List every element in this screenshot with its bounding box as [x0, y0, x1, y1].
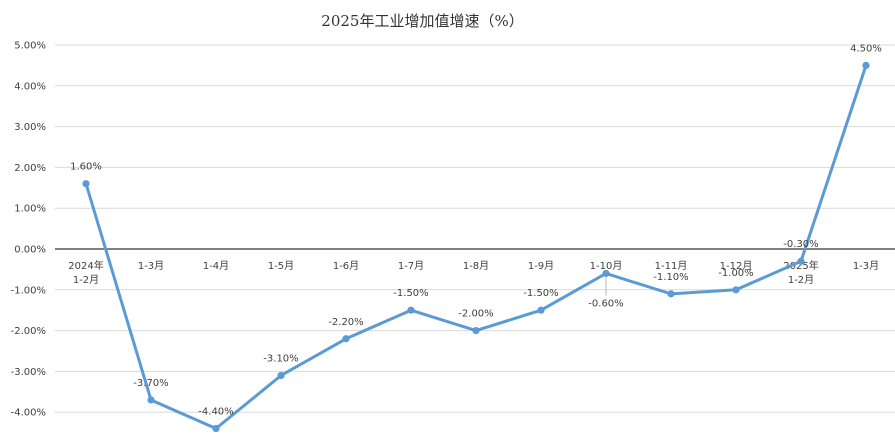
data-label: -0.30%	[783, 239, 818, 250]
data-label: -0.60%	[588, 298, 623, 309]
data-point	[147, 396, 155, 404]
data-point	[602, 269, 610, 278]
data-label: 1.60%	[70, 162, 102, 173]
data-label: -1.10%	[653, 272, 688, 283]
series-line	[84, 64, 868, 431]
data-point	[537, 306, 545, 314]
y-tick-label: -2.00%	[11, 326, 46, 337]
x-tick-label: 1-8月	[463, 260, 489, 272]
x-tick-label: 1-12月	[720, 260, 753, 272]
data-point	[342, 335, 350, 343]
data-point	[82, 180, 90, 188]
y-tick-label: -4.00%	[11, 408, 46, 419]
y-tick-label: 2.00%	[14, 163, 46, 174]
data-point	[277, 371, 285, 380]
chart-title: 2025年工业增加值增速（%）	[321, 12, 524, 30]
data-label: -2.00%	[458, 309, 493, 320]
x-tick-label: 2025年	[783, 259, 818, 272]
data-point	[732, 286, 740, 294]
x-tick-label: 1-9月	[528, 260, 554, 272]
x-tick-label: 1-6月	[333, 260, 359, 272]
x-tick-label: 1-3月	[138, 260, 164, 272]
y-tick-label: -3.00%	[11, 367, 46, 378]
data-point	[667, 290, 675, 298]
y-tick-label: 1.00%	[14, 204, 46, 215]
data-label: -1.00%	[718, 268, 753, 279]
data-point	[862, 61, 870, 69]
data-label: -3.70%	[133, 378, 168, 389]
x-tick-label: 1-3月	[853, 260, 879, 272]
data-label: -4.40%	[198, 407, 233, 418]
x-tick-label: 2024年	[68, 259, 103, 272]
x-tick-label: 1-4月	[203, 260, 229, 272]
data-point	[797, 257, 805, 265]
data-label: 4.50%	[850, 43, 882, 54]
data-point	[472, 327, 480, 335]
y-tick-label: 0.00%	[14, 245, 46, 256]
data-point	[212, 424, 220, 433]
data-label: -3.10%	[263, 353, 298, 364]
x-tick-label: 1-10月	[590, 260, 623, 272]
data-label: -1.50%	[393, 288, 428, 299]
y-tick-label: -1.00%	[11, 285, 46, 296]
y-tick-label: 4.00%	[14, 81, 46, 92]
y-tick-label: 5.00%	[14, 41, 46, 52]
data-label: -2.20%	[328, 317, 363, 328]
y-tick-label: 3.00%	[14, 122, 46, 133]
x-tick-label: 1-5月	[268, 260, 294, 272]
data-point	[407, 306, 415, 314]
x-tick-label: 1-2月	[788, 274, 814, 286]
x-tick-label: 1-2月	[73, 274, 99, 286]
x-tick-label: 1-7月	[398, 260, 424, 272]
data-label: -1.50%	[523, 288, 558, 299]
x-tick-label: 1-11月	[655, 260, 688, 272]
